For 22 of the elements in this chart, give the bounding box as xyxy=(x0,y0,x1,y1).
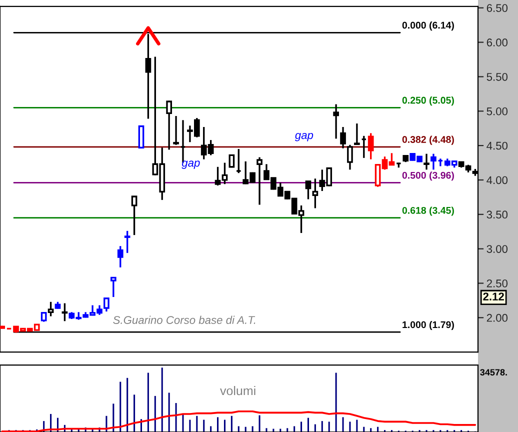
y-tick-label: 5.50 xyxy=(486,72,508,81)
y-tick-label: 6.00 xyxy=(486,38,508,46)
annotation: S.Guarino Corso base di A.T. xyxy=(113,316,256,324)
y-tick-label: 3.00 xyxy=(486,245,508,253)
ref-line-label: 0.500 (3.96) xyxy=(402,172,454,181)
text: 34578. xyxy=(480,369,507,376)
text: 2.12 xyxy=(483,292,504,300)
y-tick-label: 4.00 xyxy=(486,176,508,184)
ref-line-label: 0.250 (5.05) xyxy=(402,96,454,106)
y-tick-label: 4.50 xyxy=(486,142,508,150)
y-tick-label: 2.00 xyxy=(486,314,508,322)
y-tick-label: 3.50 xyxy=(486,210,508,219)
annotation: gap xyxy=(294,132,314,142)
ref-line-label: 0.618 (3.45) xyxy=(402,206,454,216)
ref-line-label: 0.000 (6.14) xyxy=(402,22,454,31)
y-tick-label: 2.50 xyxy=(486,280,508,288)
annotation: volumi xyxy=(220,386,256,396)
annotation: gap xyxy=(182,160,200,169)
ref-line-label: 0.382 (4.48) xyxy=(402,136,454,145)
y-tick-label: 6.50 xyxy=(486,4,508,12)
y-tick-label: 5.00 xyxy=(486,107,508,116)
ref-line-label: 1.000 (1.79) xyxy=(402,320,454,330)
